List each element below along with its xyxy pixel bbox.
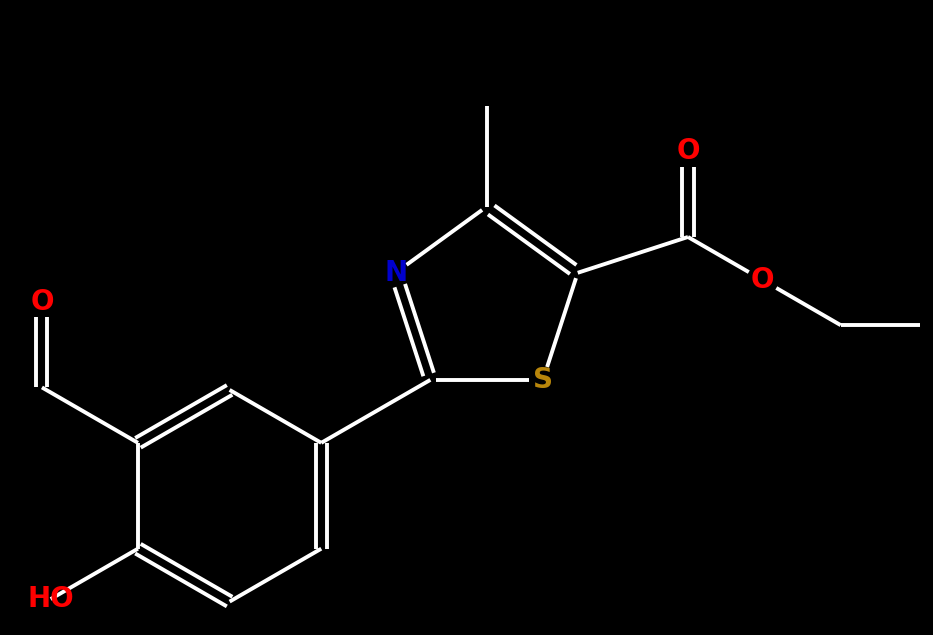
Text: S: S (533, 366, 553, 394)
Text: O: O (676, 137, 700, 165)
Text: N: N (384, 259, 407, 287)
Text: O: O (750, 266, 773, 294)
Text: HO: HO (27, 585, 74, 613)
Text: O: O (30, 288, 54, 316)
